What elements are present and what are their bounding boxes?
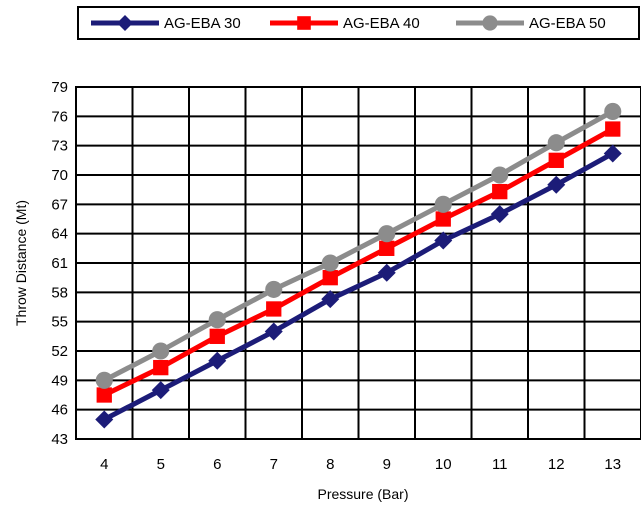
y-tick-label: 73: [51, 138, 68, 155]
data-point: [153, 359, 169, 376]
data-point: [379, 240, 395, 256]
data-point: [547, 134, 565, 152]
data-point: [435, 211, 451, 227]
x-tick-label: 9: [383, 456, 391, 473]
data-point: [151, 381, 170, 400]
series-2: [96, 121, 621, 403]
x-axis-title: Pressure (Bar): [317, 486, 408, 502]
x-tick-label: 12: [548, 456, 565, 473]
data-point: [378, 225, 396, 243]
data-point: [434, 231, 453, 250]
data-point: [266, 301, 282, 317]
plot-area: [75, 86, 641, 440]
y-tick-label: 58: [51, 284, 68, 301]
y-tick-label: 76: [51, 108, 68, 125]
x-tick-label: 7: [270, 456, 278, 473]
y-tick-label: 43: [51, 431, 68, 448]
legend-item: AG-EBA 50: [456, 15, 606, 32]
legend-marker: [297, 16, 311, 30]
legend-label: AG-EBA 50: [529, 15, 606, 32]
series-3: [95, 102, 622, 389]
data-point: [490, 205, 509, 224]
series-group: [95, 102, 622, 429]
y-axis-title: Throw Distance (Mt): [13, 200, 29, 326]
y-tick-label: 46: [51, 402, 68, 419]
x-tick-label: 13: [604, 456, 621, 473]
x-tick-label: 4: [100, 456, 108, 473]
plot-border: [75, 86, 641, 440]
y-tick-label: 55: [51, 314, 68, 331]
legend-item: AG-EBA 30: [91, 15, 241, 32]
data-point: [547, 175, 566, 194]
y-tick-label: 79: [51, 79, 68, 96]
legend-marker: [117, 15, 133, 31]
data-point: [264, 322, 283, 341]
series-line: [103, 151, 614, 422]
x-tick-label: 5: [157, 456, 165, 473]
y-tick-label: 67: [51, 196, 68, 213]
legend-label: AG-EBA 30: [164, 15, 241, 32]
legend-marker: [482, 15, 498, 31]
legend-box: [77, 6, 640, 40]
data-point: [322, 270, 338, 286]
data-point: [265, 280, 283, 298]
y-axis-ticks: 43 46 49 52 55 58 61 64 67 70 73 76 79: [51, 79, 68, 448]
data-point: [321, 290, 340, 309]
y-tick-label: 70: [51, 167, 68, 184]
data-point: [95, 371, 113, 389]
x-axis-ticks: 4 5 6 7 8 9 10 11 12 13: [100, 456, 621, 473]
data-point: [548, 152, 564, 168]
data-point: [434, 195, 452, 213]
data-point: [603, 144, 622, 163]
data-point: [208, 351, 227, 370]
data-point: [208, 311, 226, 329]
x-tick-label: 8: [326, 456, 334, 473]
series-line: [103, 109, 614, 383]
data-point: [491, 166, 509, 184]
y-tick-label: 49: [51, 372, 68, 389]
y-tick-label: 64: [51, 226, 68, 243]
data-point: [209, 328, 225, 344]
data-point: [605, 121, 621, 137]
data-point: [377, 263, 396, 282]
data-point: [492, 183, 508, 200]
data-point: [152, 342, 170, 360]
x-tick-label: 6: [213, 456, 221, 473]
series-line: [103, 126, 614, 398]
series-1: [95, 144, 622, 429]
y-tick-label: 52: [51, 343, 68, 360]
legend: AG-EBA 30 AG-EBA 40 AG-EBA 50: [77, 6, 640, 40]
legend-item: AG-EBA 40: [270, 15, 420, 32]
data-point: [321, 254, 339, 272]
legend-label: AG-EBA 40: [343, 15, 420, 32]
data-point: [604, 102, 622, 120]
x-tick-label: 10: [435, 456, 452, 473]
data-point: [95, 410, 114, 429]
data-point: [96, 387, 112, 403]
x-tick-label: 11: [492, 456, 508, 473]
y-tick-label: 61: [51, 255, 68, 272]
